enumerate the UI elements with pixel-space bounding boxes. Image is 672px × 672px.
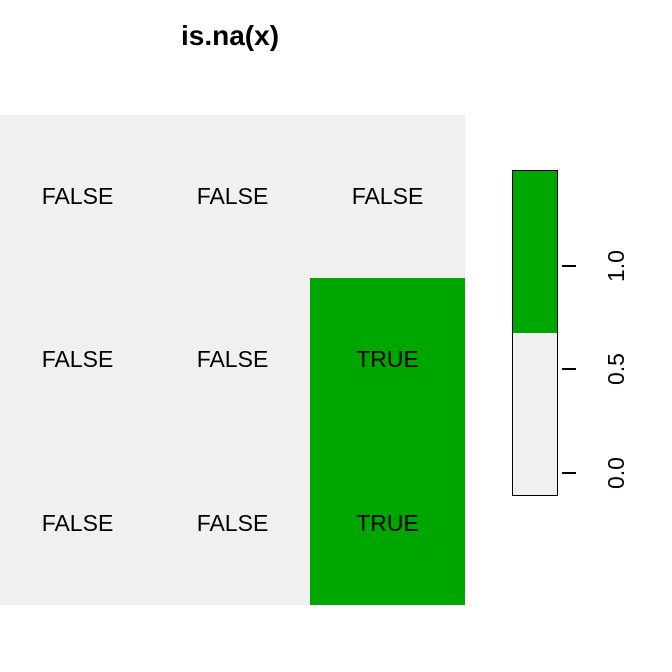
heatmap-cell: FALSE [155,442,310,605]
heatmap-cell: FALSE [0,278,155,441]
heatmap-cell: FALSE [0,115,155,278]
chart-title: is.na(x) [120,20,340,52]
color-legend-bar [512,170,558,496]
heatmap-cell: TRUE [310,278,465,441]
heatmap-cell: TRUE [310,442,465,605]
legend-tick [562,368,576,370]
legend-tick [562,265,576,267]
legend-tick-label: 0.5 [596,349,636,389]
legend-low [513,333,557,495]
heatmap-cell: FALSE [310,115,465,278]
legend-tick [562,472,576,474]
legend-high [513,171,557,333]
legend-tick-label: 0.0 [596,453,636,493]
heatmap-cell: FALSE [155,278,310,441]
heatmap-cell: FALSE [0,442,155,605]
legend-tick-label: 1.0 [596,246,636,286]
heatmap-grid: FALSEFALSEFALSEFALSEFALSETRUEFALSEFALSET… [0,115,465,605]
heatmap-cell: FALSE [155,115,310,278]
